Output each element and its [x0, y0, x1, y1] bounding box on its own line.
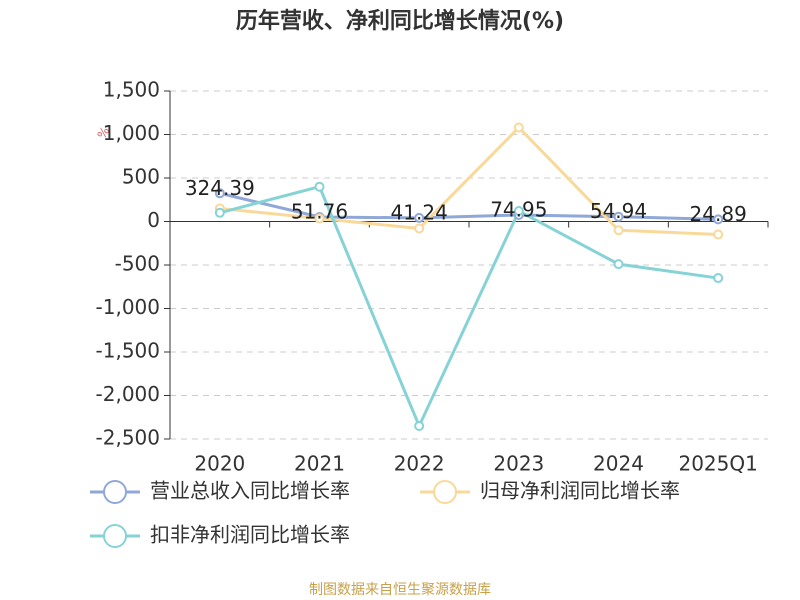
legend-label: 归母净利润同比增长率 — [480, 479, 680, 503]
point — [713, 214, 724, 225]
legend-marker — [103, 480, 127, 504]
point — [414, 223, 425, 234]
chart-title: 历年营收、净利同比增长情况(%) — [236, 8, 564, 34]
point — [613, 225, 624, 236]
point — [214, 207, 225, 218]
y-tick-label: -500 — [115, 252, 160, 276]
y-tick-label: -2,000 — [96, 382, 160, 406]
point — [513, 206, 524, 217]
x-tick-label: 2022 — [394, 452, 445, 476]
series-line — [219, 125, 719, 237]
point — [314, 181, 325, 192]
point — [314, 213, 325, 224]
value-label: 324.39 — [185, 176, 255, 200]
point — [414, 212, 425, 223]
y-tick-label: -2,500 — [96, 426, 160, 450]
series-line — [219, 191, 719, 221]
legend-label: 营业总收入同比增长率 — [150, 479, 350, 503]
point — [613, 211, 624, 222]
source: 制图数据来自恒生聚源数据库 — [309, 582, 491, 598]
y-tick-label: -1,000 — [96, 295, 160, 319]
value-label: 24.89 — [690, 202, 747, 226]
point — [513, 122, 524, 133]
legend-marker — [433, 480, 457, 504]
point — [713, 273, 724, 284]
x-tick-label: 2021 — [294, 452, 345, 476]
legend-label: 扣非净利润同比增长率 — [150, 523, 350, 547]
x-tick-label: 2023 — [493, 452, 544, 476]
y-tick-label: -1,500 — [96, 339, 160, 363]
x-tick-label: 2020 — [194, 452, 245, 476]
point — [713, 229, 724, 240]
value-label: 41.24 — [391, 200, 448, 224]
y-tick-label: 0 — [147, 208, 160, 232]
y-tick-label: 1,000 — [103, 121, 160, 145]
legend-marker — [103, 524, 127, 548]
series-line — [219, 184, 719, 430]
y-tick-label: 500 — [122, 165, 160, 189]
value-label: 54.94 — [590, 199, 647, 223]
point — [613, 259, 624, 270]
point — [414, 420, 425, 431]
x-tick-label: 2025Q1 — [678, 452, 757, 476]
x-tick-label: 2024 — [593, 452, 644, 476]
value-label: 51.76 — [291, 199, 348, 223]
value-label: 74.95 — [490, 197, 547, 221]
point — [214, 188, 225, 199]
y-tick-label: 1,500 — [103, 78, 160, 102]
